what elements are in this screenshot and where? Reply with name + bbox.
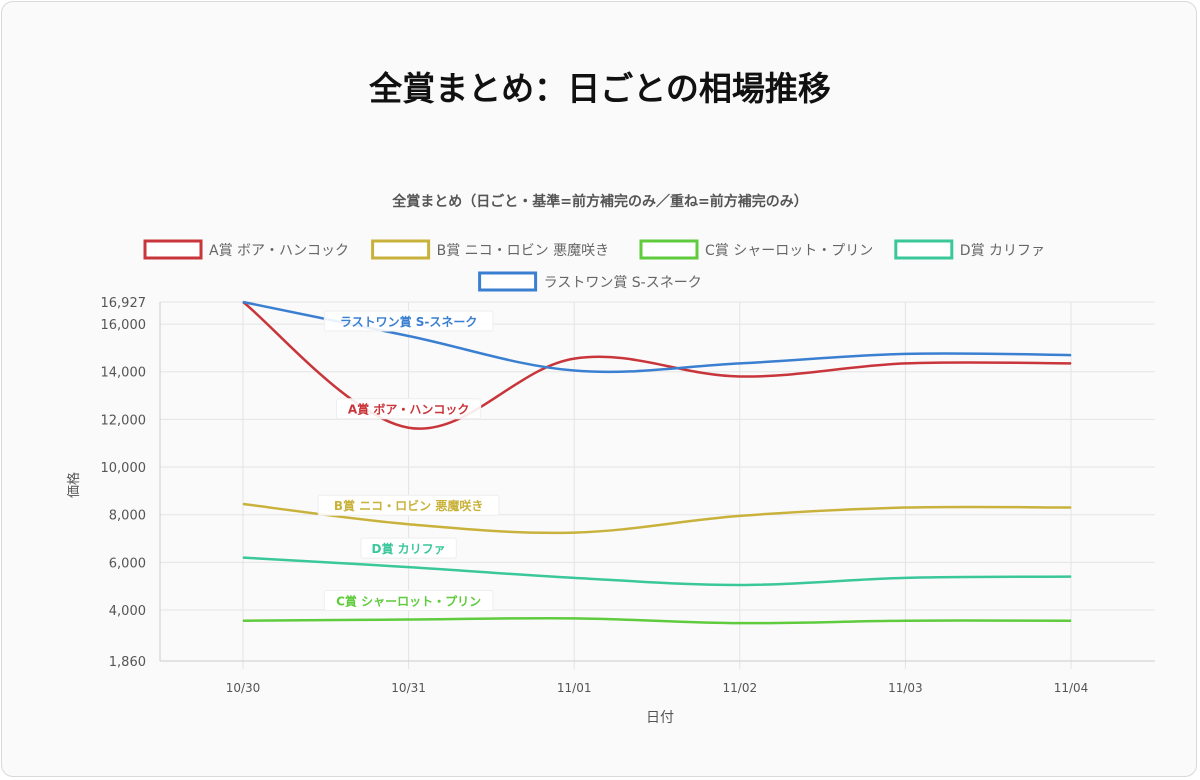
data-point[interactable] [739,362,741,364]
y-tick-label: 6,000 [109,556,146,571]
data-point[interactable] [573,577,575,579]
data-point[interactable] [242,301,244,303]
legend-label[interactable]: A賞 ボア・ハンコック [209,243,349,259]
data-point[interactable] [408,523,410,525]
series-line[interactable] [242,616,1072,625]
data-point[interactable] [1070,362,1072,364]
series-label-bg [323,590,494,612]
data-point[interactable] [1070,620,1072,622]
data-point[interactable] [904,353,906,355]
series-label: D賞 カリファ [372,541,446,556]
y-tick-label: 14,000 [101,366,147,381]
series-label: B賞 ニコ・ロビン 悪魔咲き [334,498,484,513]
data-point[interactable] [739,584,741,586]
series-label: ラストワン賞 S-スネーク [340,314,478,329]
data-point[interactable] [739,376,741,378]
legend-label[interactable]: B賞 ニコ・ロビン 悪魔咲き [437,243,610,259]
series-label: A賞 ボア・ハンコック [348,402,469,417]
legend-swatch[interactable] [894,239,954,260]
legend-label[interactable]: D賞 カリファ [960,243,1045,259]
legend-swatch[interactable] [143,239,203,260]
series-label: C賞 シャーロット・プリン [336,594,481,609]
data-point[interactable] [242,620,244,622]
data-point[interactable] [242,557,244,559]
data-point[interactable] [242,503,244,505]
series-label-bg [336,398,482,420]
legend-label[interactable]: ラストワン賞 S-スネーク [544,275,702,291]
data-point[interactable] [1070,354,1072,356]
data-point[interactable] [408,427,410,429]
data-point[interactable] [573,617,575,619]
legend-label[interactable]: C賞 シャーロット・プリン [705,243,873,259]
data-point[interactable] [739,515,741,517]
data-point[interactable] [904,507,906,509]
data-point[interactable] [904,620,906,622]
x-tick-label: 11/03 [888,681,923,695]
series-label-bg [317,494,500,516]
series-label-bg [323,310,494,332]
legend-swatch[interactable] [478,271,538,292]
data-point[interactable] [904,577,906,579]
legend-swatch[interactable] [371,239,431,260]
y-tick-label: 10,000 [101,461,147,476]
x-tick-label: 11/04 [1054,681,1089,695]
data-point[interactable] [408,566,410,568]
data-point[interactable] [904,362,906,364]
y-tick-label: 16,000 [101,318,147,333]
y-tick-label: 16,927 [101,296,147,311]
x-axis-title: 日付 [646,710,674,726]
y-tick-label: 8,000 [109,509,146,524]
data-point[interactable] [739,622,741,624]
series-line[interactable] [242,556,1072,587]
series-label-bg [360,537,457,559]
y-tick-label: 1,860 [109,655,146,670]
data-point[interactable] [408,335,410,337]
legend-swatch[interactable] [639,239,699,260]
chart-title: 全賞まとめ（日ごと・基準=前方補完のみ／重ね=前方補完のみ） [391,193,807,210]
y-tick-label: 12,000 [101,413,147,428]
series-line[interactable] [242,502,1072,535]
data-point[interactable] [573,358,575,360]
data-point[interactable] [573,370,575,372]
x-tick-label: 10/30 [226,681,261,695]
data-point[interactable] [1070,576,1072,578]
data-point[interactable] [408,619,410,621]
x-tick-label: 11/02 [723,681,758,695]
y-axis-title: 価格 [66,472,82,498]
page-title: 全賞まとめ：日ごとの相場推移 [369,69,831,108]
x-tick-label: 10/31 [391,681,426,695]
x-tick-label: 11/01 [557,681,592,695]
data-point[interactable] [573,532,575,534]
y-tick-label: 4,000 [109,604,146,619]
data-point[interactable] [1070,507,1072,509]
